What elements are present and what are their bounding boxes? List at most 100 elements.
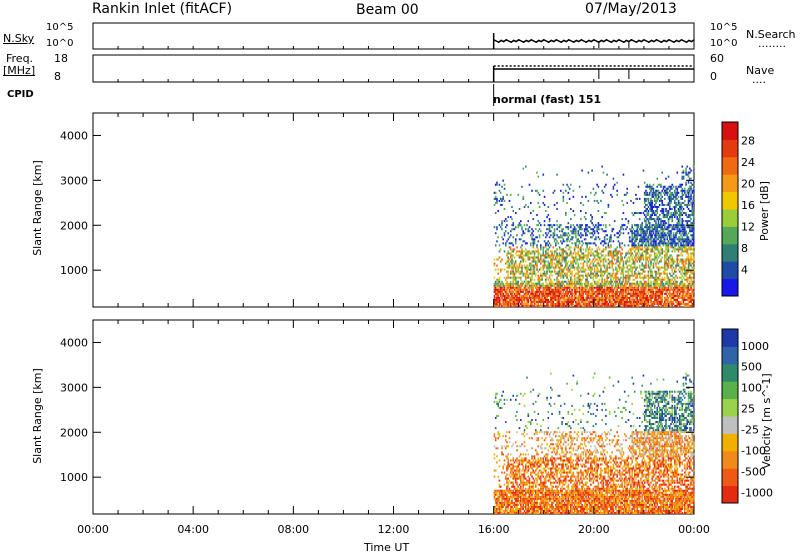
power-cell bbox=[563, 288, 566, 291]
power-cell bbox=[528, 272, 531, 275]
power-cell bbox=[657, 193, 660, 196]
power-cell bbox=[681, 228, 684, 231]
power-cell bbox=[547, 268, 550, 271]
power-cell bbox=[566, 238, 568, 241]
power-cell bbox=[511, 258, 513, 261]
power-cell bbox=[690, 228, 692, 231]
power-cell bbox=[675, 214, 677, 217]
power-cell bbox=[582, 274, 585, 277]
power-cell bbox=[597, 294, 600, 297]
power-cell bbox=[526, 304, 528, 307]
power-cell bbox=[627, 252, 630, 255]
power-cell bbox=[642, 298, 645, 301]
power-cell bbox=[571, 260, 573, 263]
power-cell bbox=[685, 232, 687, 235]
power-cell bbox=[522, 250, 525, 253]
power-cell bbox=[678, 212, 681, 215]
power-cell bbox=[538, 300, 541, 303]
power-cell bbox=[519, 252, 522, 255]
power-cell bbox=[673, 236, 676, 239]
power-cell bbox=[557, 294, 560, 297]
power-cell bbox=[570, 230, 572, 233]
power-cell bbox=[494, 244, 497, 247]
velocity-cell bbox=[516, 509, 518, 512]
power-cell bbox=[692, 187, 695, 190]
power-cell bbox=[670, 254, 672, 257]
power-cell bbox=[650, 286, 652, 289]
velocity-cell bbox=[508, 489, 511, 492]
power-cell bbox=[529, 256, 532, 259]
power-cell bbox=[626, 274, 628, 277]
power-cell bbox=[509, 246, 512, 249]
power-cell bbox=[667, 298, 670, 301]
power-cell bbox=[519, 278, 522, 281]
power-cell bbox=[656, 238, 659, 241]
power-cell bbox=[522, 298, 525, 301]
power-cell bbox=[494, 197, 497, 200]
power-cell bbox=[527, 250, 530, 253]
power-cell bbox=[587, 288, 590, 291]
power-cell bbox=[607, 258, 610, 261]
power-cell bbox=[493, 296, 496, 299]
power-cell bbox=[586, 258, 588, 261]
power-cell bbox=[607, 252, 610, 255]
power-cell bbox=[692, 270, 695, 273]
power-cell bbox=[555, 270, 557, 273]
power-cell bbox=[493, 264, 496, 267]
power-cell bbox=[556, 201, 558, 204]
power-cell bbox=[621, 268, 623, 271]
power-cell bbox=[504, 282, 507, 285]
power-cell bbox=[607, 280, 610, 283]
power-cell bbox=[517, 254, 520, 257]
power-cell bbox=[677, 250, 680, 253]
power-cell bbox=[645, 250, 647, 253]
power-cell bbox=[631, 304, 633, 307]
power-cell bbox=[663, 276, 666, 279]
power-ytick-label: 2000 bbox=[60, 219, 88, 232]
power-cell bbox=[675, 187, 677, 190]
power-cell bbox=[653, 244, 656, 247]
power-cell bbox=[632, 238, 635, 241]
power-cell bbox=[657, 191, 660, 194]
power-cell bbox=[570, 292, 572, 295]
velocity-cell bbox=[498, 499, 501, 502]
power-cell bbox=[667, 214, 670, 217]
power-cell bbox=[511, 288, 513, 291]
power-cell bbox=[635, 288, 637, 291]
power-cell bbox=[593, 292, 596, 295]
power-cell bbox=[545, 274, 547, 277]
power-cell bbox=[608, 236, 611, 239]
power-cell bbox=[657, 278, 660, 281]
power-cell bbox=[567, 248, 570, 251]
power-cell bbox=[522, 288, 525, 291]
power-cell bbox=[690, 195, 692, 198]
power-cell bbox=[543, 203, 546, 206]
power-ytick-label: 4000 bbox=[60, 129, 88, 142]
power-cell bbox=[588, 292, 591, 295]
power-cell bbox=[653, 284, 656, 287]
power-cell bbox=[588, 294, 591, 297]
power-cell bbox=[532, 298, 535, 301]
power-cell bbox=[532, 296, 535, 299]
power-cell bbox=[543, 224, 546, 227]
velocity-cell bbox=[507, 499, 510, 502]
power-cell bbox=[551, 274, 553, 277]
power-cell bbox=[600, 242, 602, 245]
power-cell bbox=[558, 256, 561, 259]
power-cell bbox=[578, 298, 581, 301]
power-cell bbox=[556, 276, 558, 279]
power-cell bbox=[641, 230, 644, 233]
power-cell bbox=[570, 266, 572, 269]
power-cell bbox=[526, 242, 528, 245]
power-cell bbox=[558, 258, 561, 261]
power-cell bbox=[565, 294, 567, 297]
power-cell bbox=[626, 292, 628, 295]
power-cell bbox=[656, 290, 659, 293]
power-cell bbox=[588, 226, 591, 229]
power-cell bbox=[512, 290, 515, 293]
power-cell bbox=[527, 286, 530, 289]
power-cell bbox=[622, 302, 625, 305]
velocity-cell bbox=[507, 465, 510, 468]
power-cell bbox=[502, 282, 505, 285]
power-cell bbox=[678, 228, 681, 231]
